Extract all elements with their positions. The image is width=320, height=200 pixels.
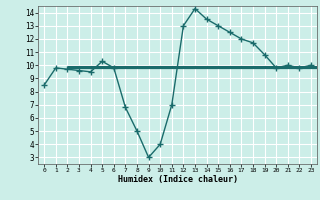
X-axis label: Humidex (Indice chaleur): Humidex (Indice chaleur) xyxy=(118,175,238,184)
